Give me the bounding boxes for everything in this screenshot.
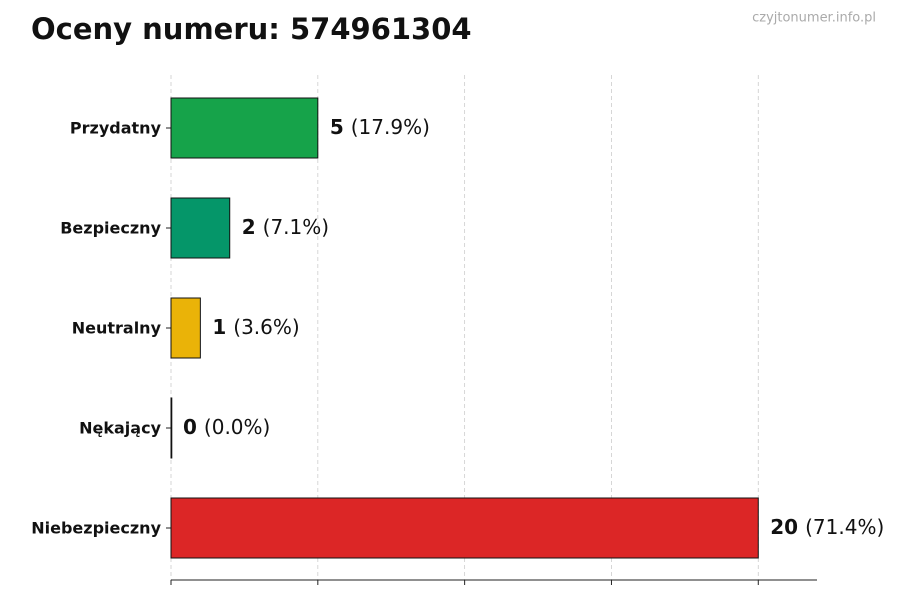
count-label: 1 [212, 315, 226, 339]
chart-title: Oceny numeru: 574961304 [31, 12, 472, 46]
count-label: 2 [242, 215, 256, 239]
count-label: 0 [183, 415, 197, 439]
bar [170, 197, 231, 259]
bar [170, 97, 319, 159]
share-label: (17.9%) [351, 115, 430, 139]
y-tick-label: Przydatny [70, 119, 162, 138]
count-label: 5 [330, 115, 344, 139]
share-label: (71.4%) [805, 515, 884, 539]
y-tick-label: Niebezpieczny [31, 519, 161, 538]
count-label: 20 [770, 515, 798, 539]
value-label: 5 (17.9%) [330, 115, 430, 139]
share-label: (0.0%) [204, 415, 270, 439]
value-label: 1 (3.6%) [212, 315, 299, 339]
y-tick-label: Neutralny [72, 319, 162, 338]
share-label: (7.1%) [263, 215, 329, 239]
value-label: 2 (7.1%) [242, 215, 329, 239]
bar [170, 497, 759, 559]
share-label: (3.6%) [233, 315, 299, 339]
y-tick-label: Nękający [79, 419, 161, 438]
value-label: 0 (0.0%) [183, 415, 270, 439]
bar [170, 397, 173, 459]
bar [170, 297, 201, 359]
value-label: 20 (71.4%) [770, 515, 884, 539]
watermark: czyjtonumer.info.pl [752, 11, 876, 26]
y-tick-label: Bezpieczny [60, 219, 161, 238]
